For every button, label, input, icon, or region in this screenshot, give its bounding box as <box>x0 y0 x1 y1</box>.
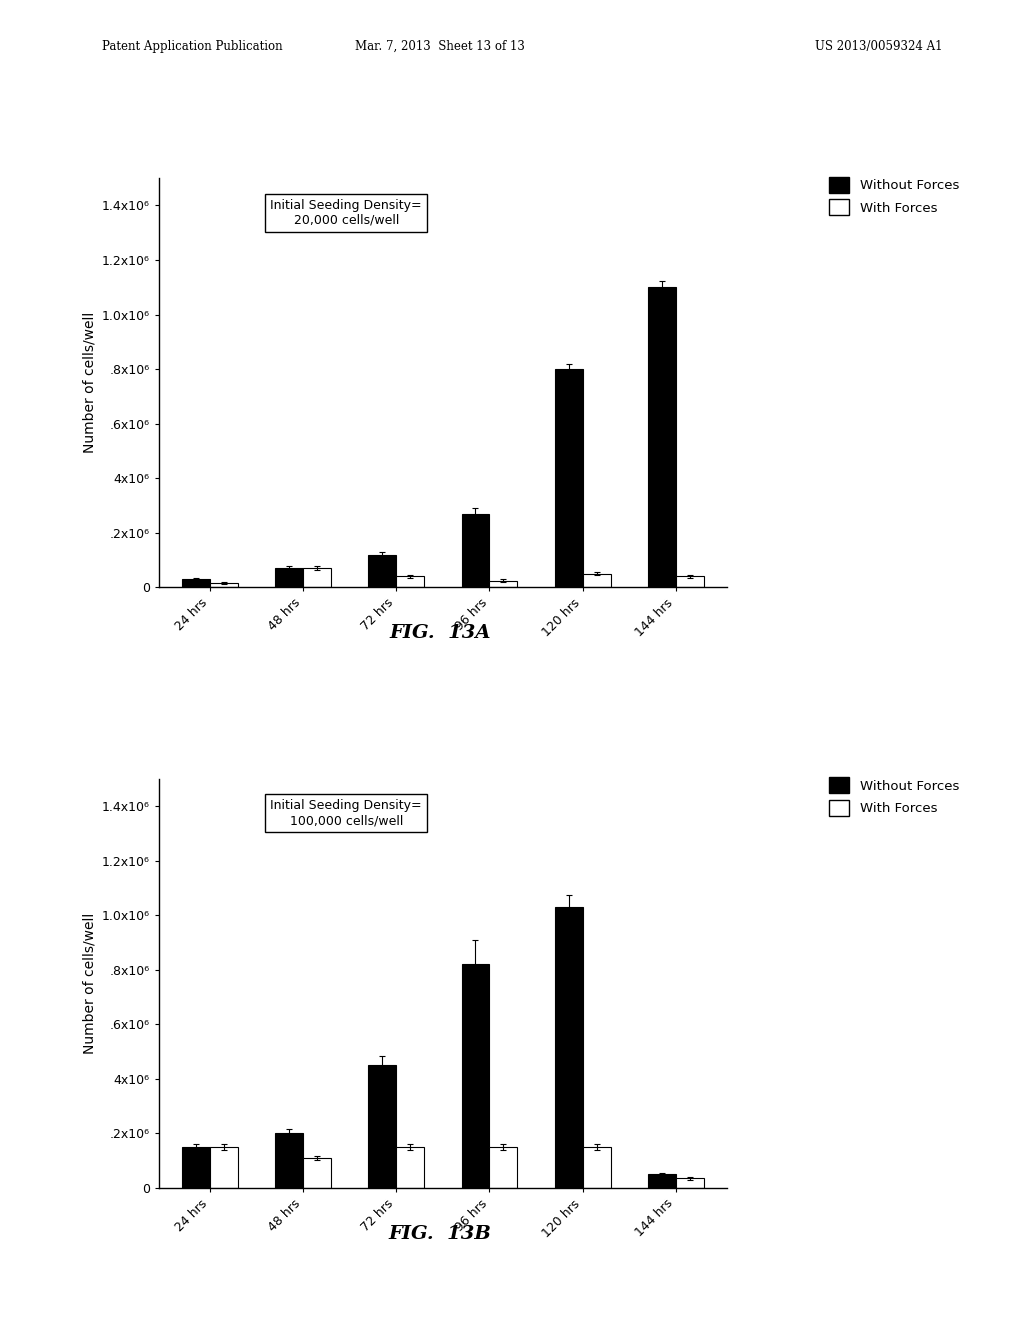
Y-axis label: Number of cells/well: Number of cells/well <box>82 912 96 1055</box>
Bar <box>583 1147 610 1188</box>
Bar <box>369 1065 396 1188</box>
Bar <box>676 577 703 587</box>
Bar <box>303 569 331 587</box>
Text: Patent Application Publication: Patent Application Publication <box>102 40 283 53</box>
Bar <box>275 569 303 587</box>
Bar <box>303 1158 331 1188</box>
Bar <box>489 581 517 587</box>
Legend: Without Forces, With Forces: Without Forces, With Forces <box>829 177 959 215</box>
Text: Initial Seeding Density=
20,000 cells/well: Initial Seeding Density= 20,000 cells/we… <box>270 199 422 227</box>
Bar <box>210 1147 238 1188</box>
Bar <box>489 1147 517 1188</box>
Bar <box>583 574 610 587</box>
Bar <box>648 1175 676 1188</box>
Bar <box>396 577 424 587</box>
Text: FIG.  13A: FIG. 13A <box>389 624 492 643</box>
Text: Mar. 7, 2013  Sheet 13 of 13: Mar. 7, 2013 Sheet 13 of 13 <box>355 40 525 53</box>
Y-axis label: Number of cells/well: Number of cells/well <box>82 312 96 454</box>
Bar <box>462 965 489 1188</box>
Bar <box>555 370 583 587</box>
Text: US 2013/0059324 A1: US 2013/0059324 A1 <box>814 40 942 53</box>
Text: FIG.  13B: FIG. 13B <box>389 1225 492 1243</box>
Bar <box>369 554 396 587</box>
Bar <box>182 1147 210 1188</box>
Bar <box>275 1134 303 1188</box>
Legend: Without Forces, With Forces: Without Forces, With Forces <box>829 777 959 816</box>
Bar <box>648 288 676 587</box>
Bar <box>182 579 210 587</box>
Text: Initial Seeding Density=
100,000 cells/well: Initial Seeding Density= 100,000 cells/w… <box>270 799 422 828</box>
Bar <box>210 583 238 587</box>
Bar <box>676 1179 703 1188</box>
Bar <box>462 513 489 587</box>
Bar <box>396 1147 424 1188</box>
Bar <box>555 907 583 1188</box>
